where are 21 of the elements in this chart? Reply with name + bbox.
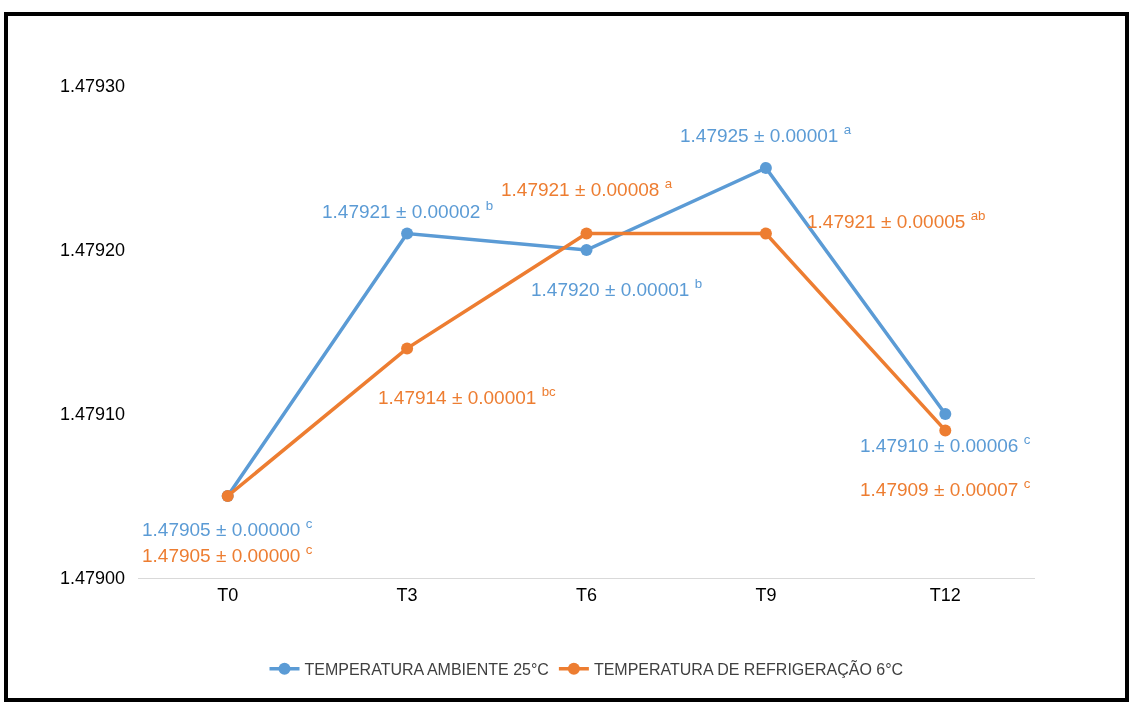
y-tick-label: 1.47920 xyxy=(59,240,125,261)
legend-label: TEMPERATURA AMBIENTE 25°C xyxy=(304,660,549,678)
data-label: 1.47921 ± 0.00005 $^{ab}$ xyxy=(807,208,986,232)
x-tick-label: T6 xyxy=(575,584,598,605)
data-label: 1.47910 ± 0.00006 $^{c}$ xyxy=(860,432,1031,456)
x-tick-label: T9 xyxy=(755,584,777,605)
x-tick-label: T12 xyxy=(929,584,961,605)
y-tick-label: 1.47910 xyxy=(59,404,125,425)
data-label: 1.47920 ± 0.00001 $^{b}$ xyxy=(531,276,703,300)
legend-label: TEMPERATURA DE REFRIGERAÇÃO 6°C xyxy=(593,658,904,678)
x-tick-label: T0 xyxy=(217,584,239,605)
data-label: 1.47925 ± 0.00001 $^{a}$ xyxy=(680,122,852,146)
data-label: 1.47914 ± 0.00001 $^{bc}$ xyxy=(378,384,557,408)
y-tick-label: 1.47930 xyxy=(59,76,125,97)
data-label: 1.47905 ± 0.00000 $^{c}$ xyxy=(142,542,313,566)
data-label: 1.47921 ± 0.00002 $^{b}$ xyxy=(322,198,494,222)
data-label: 1.47905 ± 0.00000 $^{c}$ xyxy=(142,516,313,540)
data-label: 1.47921 ± 0.00008 $^{a}$ xyxy=(501,176,673,200)
data-label: 1.47909 ± 0.00007 $^{c}$ xyxy=(860,476,1031,500)
x-tick-label: T3 xyxy=(396,584,418,605)
y-tick-label: 1.47900 xyxy=(59,568,125,589)
